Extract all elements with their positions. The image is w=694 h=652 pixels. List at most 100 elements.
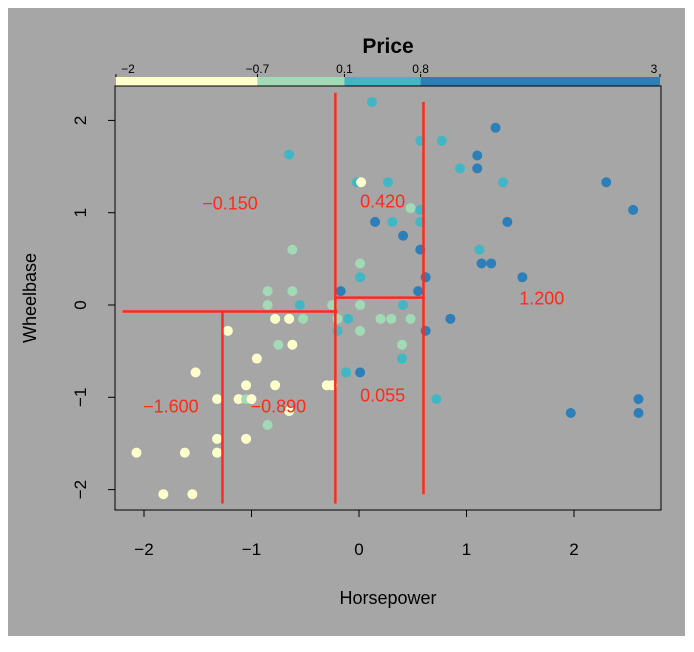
- data-point: [370, 216, 381, 227]
- data-point: [212, 433, 223, 444]
- data-point: [486, 258, 497, 269]
- data-point: [246, 394, 257, 405]
- data-point: [405, 313, 416, 324]
- data-point: [397, 339, 407, 350]
- data-point: [341, 367, 352, 378]
- data-point: [366, 96, 377, 107]
- data-point: [332, 325, 343, 336]
- x-tick-label: 0: [354, 540, 363, 559]
- data-point: [601, 177, 612, 188]
- region-value-label: −1.600: [143, 397, 199, 417]
- data-point: [233, 394, 244, 405]
- legend-tick-label: 3: [651, 62, 658, 76]
- data-point: [284, 406, 295, 417]
- x-tick-label: −1: [242, 540, 261, 559]
- data-point: [356, 177, 367, 188]
- data-point: [179, 447, 190, 458]
- region-value-label: 0.420: [360, 192, 405, 212]
- legend-color-segment: [257, 77, 345, 86]
- data-point: [270, 380, 281, 391]
- x-tick-label: −2: [134, 540, 153, 559]
- data-point: [335, 286, 346, 297]
- data-point: [131, 447, 142, 458]
- data-point: [212, 394, 223, 405]
- data-point: [633, 407, 644, 418]
- data-point: [633, 394, 644, 405]
- region-value-label: 0.055: [360, 385, 405, 405]
- x-axis: −2 −1 0 1 2: [134, 509, 579, 559]
- data-point: [517, 272, 528, 283]
- data-point: [294, 300, 305, 310]
- data-point: [498, 177, 509, 188]
- y-tick-label: 1: [71, 208, 90, 217]
- data-point: [212, 447, 223, 458]
- data-point: [383, 177, 394, 188]
- data-point: [431, 394, 442, 405]
- data-point: [628, 204, 639, 215]
- data-point: [375, 313, 386, 324]
- data-point: [565, 407, 576, 418]
- data-point: [284, 149, 295, 160]
- data-point: [490, 122, 501, 133]
- legend-tick-label: −0.7: [246, 62, 270, 76]
- data-point: [270, 313, 281, 324]
- x-tick-label: 2: [569, 540, 578, 559]
- data-point: [398, 300, 409, 310]
- data-point: [474, 244, 485, 255]
- data-point: [187, 489, 198, 500]
- data-point: [190, 367, 201, 378]
- legend-tick-label: −2: [121, 62, 135, 76]
- data-point: [273, 339, 284, 350]
- legend-tick-label: 0.8: [412, 62, 429, 76]
- data-point: [472, 150, 483, 161]
- data-point: [398, 230, 409, 241]
- y-tick-label: −2: [71, 480, 90, 499]
- data-point: [262, 286, 273, 297]
- data-point: [355, 325, 366, 336]
- y-axis-label: Wheelbase: [20, 253, 40, 343]
- data-point: [262, 419, 273, 430]
- data-point: [355, 367, 366, 378]
- region-value-label: −0.150: [202, 193, 258, 213]
- y-tick-label: −1: [71, 388, 90, 407]
- data-point: [387, 216, 398, 227]
- data-point: [420, 272, 431, 283]
- data-point: [476, 258, 487, 269]
- data-point: [158, 489, 169, 500]
- data-point: [472, 163, 483, 174]
- data-point: [355, 258, 366, 269]
- data-point: [284, 313, 295, 324]
- data-point: [413, 286, 424, 297]
- legend-color-segment: [420, 77, 660, 86]
- data-point: [262, 300, 273, 310]
- data-point: [386, 313, 397, 324]
- y-tick-label: 2: [71, 116, 90, 125]
- data-point: [251, 353, 262, 364]
- data-point: [287, 286, 298, 297]
- data-point: [241, 380, 252, 391]
- data-point: [355, 272, 366, 283]
- data-point: [332, 313, 343, 324]
- data-point: [287, 244, 298, 255]
- legend-color-segment: [344, 77, 421, 86]
- data-point: [222, 325, 233, 336]
- y-tick-label: 0: [71, 300, 90, 309]
- region-value-label: 1.200: [519, 289, 564, 309]
- data-point: [502, 216, 513, 227]
- split-lines: [122, 92, 425, 504]
- x-axis-label: Horsepower: [339, 588, 436, 608]
- data-point: [405, 203, 416, 214]
- data-point: [397, 353, 407, 364]
- data-point: [241, 433, 252, 444]
- legend-title: Price: [362, 35, 413, 58]
- legend-color-segment: [116, 77, 258, 86]
- data-point: [343, 313, 354, 324]
- data-points: [131, 96, 644, 500]
- x-tick-label: 1: [462, 540, 471, 559]
- y-axis: −2 −1 0 1 2: [71, 116, 116, 499]
- region-labels: −0.150 0.420 1.200 −1.600 −0.890 0.055: [143, 192, 564, 417]
- data-point: [455, 163, 466, 174]
- data-point: [287, 339, 298, 350]
- data-point: [445, 313, 456, 324]
